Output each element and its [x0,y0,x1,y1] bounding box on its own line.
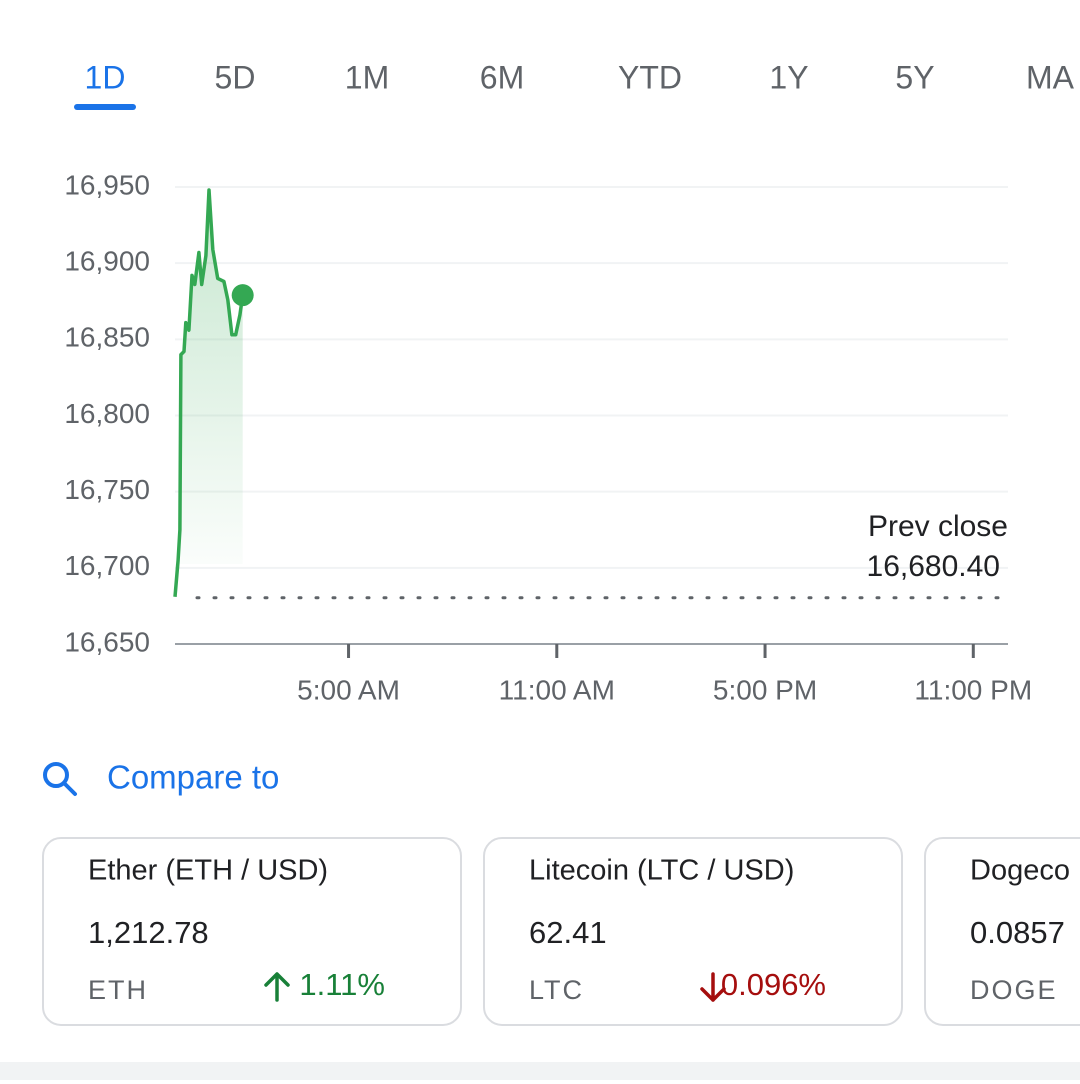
prev-close-value: 16,680.40 [867,550,1000,583]
card-change: 1.11% [299,967,385,1002]
area [175,190,243,597]
x-tick-label: 11:00 AM [499,674,615,705]
search-icon [43,762,77,796]
compare-card[interactable]: Dogeco 0.0857 DOGE [924,837,1080,1026]
x-tick-label: 11:00 PM [914,674,1032,705]
x-tick-label: 5:00 AM [297,674,400,705]
card-name: Ether (ETH / USD) [88,855,328,887]
x-tick-label: 5:00 PM [713,674,817,705]
change-arrow [700,972,726,1002]
tab[interactable]: YTD [618,59,682,95]
card-symbol: ETH [88,975,148,1005]
y-tick-label: 16,750 [64,474,150,505]
card-name: Dogeco [970,855,1070,887]
card-border [42,837,462,1026]
card-price: 1,212.78 [88,915,209,950]
y-tick-label: 16,900 [64,246,150,277]
current-point [231,284,254,307]
tab[interactable]: 5D [215,59,256,95]
tab[interactable]: MA [1026,59,1075,95]
tab[interactable]: 1M [345,59,389,95]
compare-card[interactable]: Ether (ETH / USD) 1,212.78 ETH 1.11% [42,837,462,1026]
arrow-shape [700,972,726,1002]
change-arrow [264,972,290,1002]
card-symbol: DOGE [970,975,1058,1005]
bottom-strip [0,1062,1080,1080]
tab[interactable]: 5Y [895,59,934,95]
card-symbol: LTC [529,975,584,1005]
card-name: Litecoin (LTC / USD) [529,855,794,887]
card-border [483,837,903,1026]
compare-card[interactable]: Litecoin (LTC / USD) 62.41 LTC 0.096% [483,837,903,1026]
y-tick-label: 16,800 [64,398,150,429]
card-change: 0.096% [721,967,826,1002]
compare-title[interactable]: Compare to [107,759,279,796]
price-line [173,188,245,597]
y-tick-label: 16,850 [64,322,150,353]
tab-indicator [74,104,136,110]
card-price: 62.41 [529,915,607,950]
y-tick-label: 16,700 [64,550,150,581]
arrow-shape [264,972,290,1002]
y-tick-label: 16,950 [64,169,150,200]
tab[interactable]: 1Y [769,59,808,95]
tab[interactable]: 6M [480,59,524,95]
y-tick-label: 16,650 [64,626,150,657]
card-border [924,837,1080,1026]
card-price: 0.0857 [970,915,1065,950]
tab[interactable]: 1D [85,59,126,95]
prev-close-label: Prev close [868,510,1008,543]
